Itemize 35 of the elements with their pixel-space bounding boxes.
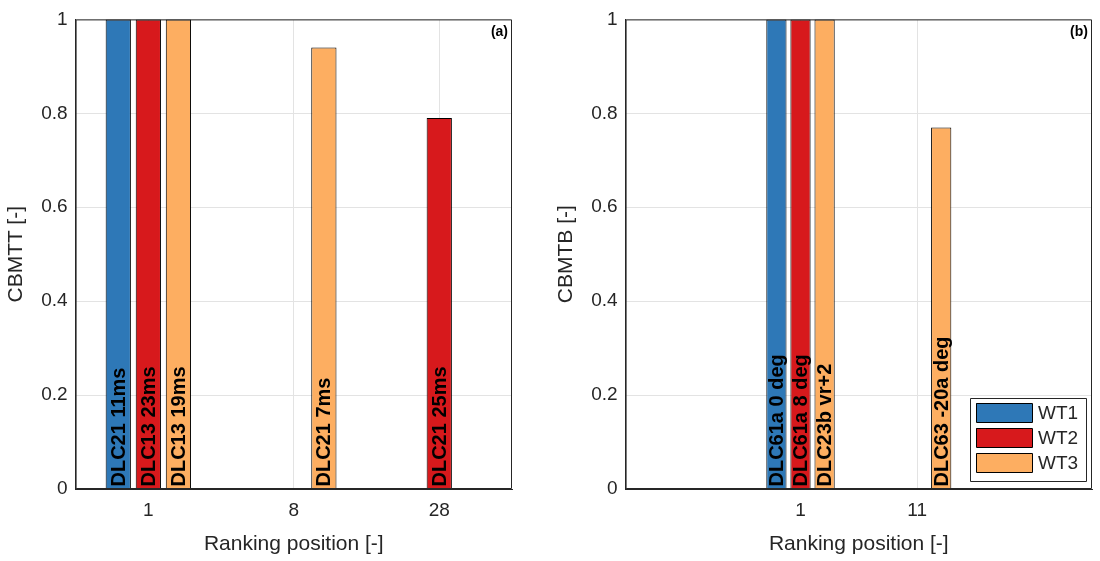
- x-tick-label: 28: [428, 498, 450, 520]
- x-axis-title: Ranking position [-]: [768, 531, 949, 555]
- data-label: DLC13 23ms: [136, 366, 159, 487]
- x-tick-label: 8: [288, 498, 300, 520]
- y-axis-title: CBMTT [-]: [3, 205, 27, 303]
- annotation: (b): [1070, 23, 1088, 40]
- data-label: DLC13 19ms: [166, 366, 189, 487]
- y-tick-label: 0: [57, 477, 68, 499]
- x-axis-title: Ranking position [-]: [203, 531, 384, 555]
- legend-label: WT1: [1038, 401, 1079, 423]
- annotation: (a): [490, 23, 508, 40]
- x-tick-label: 1: [795, 498, 806, 520]
- y-tick-label: 1: [57, 7, 68, 29]
- x-tick-label: 11: [907, 498, 927, 520]
- y-tick-label: 0.2: [41, 383, 68, 405]
- data-label: DLC21 11ms: [106, 367, 129, 487]
- data-label: DLC63 -20a deg: [929, 336, 952, 487]
- y-tick-label: 0: [607, 477, 618, 499]
- y-tick-label: 0.2: [591, 383, 618, 405]
- y-tick-label: 0.4: [591, 289, 619, 311]
- data-label: DLC61a 8 deg: [789, 354, 812, 487]
- data-label: DLC21 7ms: [312, 377, 335, 487]
- y-tick-label: 0.4: [41, 289, 69, 311]
- y-tick-label: 0.8: [591, 101, 618, 123]
- y-tick-label: 1: [607, 7, 618, 29]
- data-label: DLC23b vr+2: [813, 363, 836, 487]
- y-tick-label: 0.6: [591, 195, 618, 217]
- legend-label: WT2: [1038, 426, 1079, 448]
- y-axis-title: CBMTB [-]: [553, 205, 577, 304]
- data-label: DLC61a 0 deg: [764, 354, 787, 487]
- data-label: DLC21 25ms: [427, 366, 450, 487]
- y-tick-label: 0.6: [41, 195, 68, 217]
- y-tick-label: 0.8: [41, 101, 68, 123]
- x-tick-label: 1: [143, 498, 154, 520]
- legend-label: WT3: [1038, 451, 1079, 473]
